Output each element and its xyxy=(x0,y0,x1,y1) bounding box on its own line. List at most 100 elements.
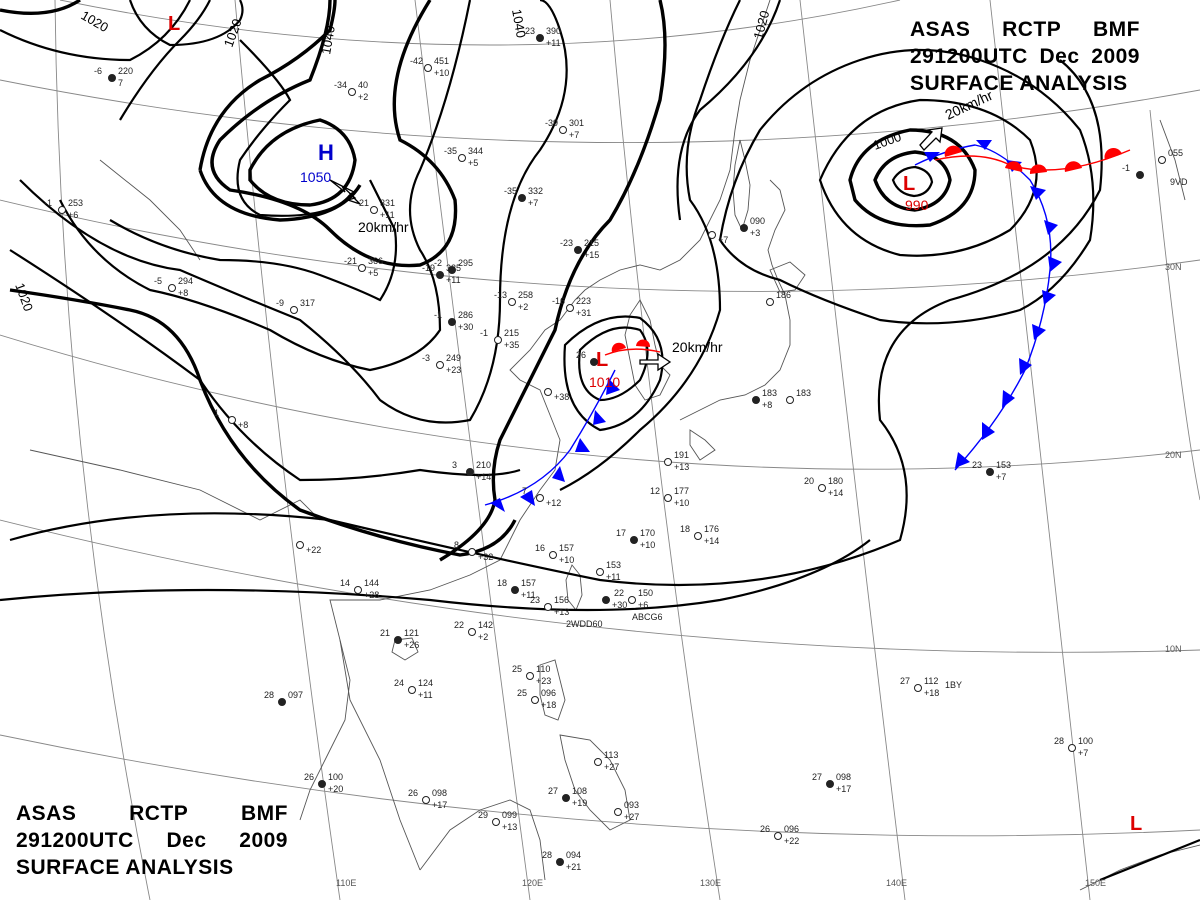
station-tendency: +10 xyxy=(640,540,655,550)
station-pressure: 090 xyxy=(750,216,765,226)
high-center-symbol: H xyxy=(318,140,334,165)
isobar-6 xyxy=(236,39,351,217)
motion-arrows xyxy=(329,127,943,372)
latitude-label: 30N xyxy=(1165,262,1182,272)
station-plot: -35 344 +5 xyxy=(444,146,483,168)
station-plot: 27 108 +19 xyxy=(548,786,587,808)
station-temperature: -3 xyxy=(422,353,430,363)
station-circle xyxy=(468,628,476,636)
station-pressure: 215 xyxy=(584,238,599,248)
station-circle xyxy=(466,468,474,476)
station-plot: -13 258 +2 xyxy=(494,290,533,312)
front-bump xyxy=(1104,147,1122,160)
isobar-10 xyxy=(559,0,741,491)
station-circle xyxy=(348,88,356,96)
front-bump xyxy=(636,339,651,347)
station-circle xyxy=(708,231,716,239)
station-temperature: 7 xyxy=(522,486,527,496)
station-plot: -1 215 +35 xyxy=(480,328,519,350)
isobar-1040-east xyxy=(210,0,458,268)
front-tooth xyxy=(1030,186,1046,200)
station-temperature: 22 xyxy=(454,620,464,630)
station-pressure: 099 xyxy=(502,810,517,820)
station-circle xyxy=(108,74,116,82)
station-circle xyxy=(986,468,994,476)
isobar-label: 1040 xyxy=(318,24,338,55)
station-tendency: +18 xyxy=(541,700,556,710)
station-plot: 29 099 +13 xyxy=(478,810,517,832)
station-tendency: +32 xyxy=(478,552,493,562)
station-plot: 22 142 +2 xyxy=(454,620,493,642)
station-circle xyxy=(628,596,636,604)
title-analysis: SURFACE ANALYSIS xyxy=(16,856,234,879)
station-pressure: 098 xyxy=(432,788,447,798)
station-pressure: 096 xyxy=(784,824,799,834)
parallel-40n xyxy=(0,79,1200,144)
station-pressure: 253 xyxy=(68,198,83,208)
station-circle xyxy=(408,686,416,694)
station-circle xyxy=(511,586,519,594)
station-tendency: +38 xyxy=(554,392,569,402)
station-circle xyxy=(168,284,176,292)
isobar-low-1010-outer xyxy=(563,315,664,432)
station-pressure: 366 xyxy=(368,256,383,266)
station-tendency: +17 xyxy=(432,800,447,810)
front-tooth xyxy=(1019,358,1032,375)
title-line-2: 291200UTC Dec 2009 xyxy=(910,43,1140,70)
station-temperature: 28 xyxy=(264,690,274,700)
isobar-7 xyxy=(119,0,211,121)
station-tendency: +11 xyxy=(418,690,433,700)
station-temperature: -1 xyxy=(434,310,442,320)
station-temperature: -39 xyxy=(545,118,558,128)
front-tooth xyxy=(924,152,940,162)
front-tooth xyxy=(552,466,565,482)
station-tag: 1BY xyxy=(945,680,962,690)
station-temperature: 28 xyxy=(542,850,552,860)
station-circle xyxy=(752,396,760,404)
station-temperature: 24 xyxy=(394,678,404,688)
meridian-110e xyxy=(234,0,341,900)
station-plot: 23 153 +7 xyxy=(972,460,1011,482)
station-circle xyxy=(436,271,444,279)
station-temperature: 23 xyxy=(972,460,982,470)
isobar-15 xyxy=(1099,838,1200,882)
station-circle xyxy=(818,484,826,492)
front-bump xyxy=(611,342,626,352)
station-plot: 21 121 +26 xyxy=(380,628,419,650)
station-plot: 23 156 +13 xyxy=(530,595,569,617)
isobar-1020-west xyxy=(9,288,517,557)
cold-front-east xyxy=(914,144,1052,471)
low-center-symbol: L xyxy=(903,173,915,195)
station-tendency: +11 xyxy=(521,590,536,600)
station-plot: 8 +32 xyxy=(454,540,493,562)
station-temperature: 26 xyxy=(760,824,770,834)
isobar-1020-north xyxy=(0,0,81,15)
station-circle xyxy=(590,358,598,366)
station-tendency: +23 xyxy=(446,365,461,375)
title-time: 291200UTC xyxy=(16,829,134,852)
station-circle xyxy=(602,596,610,604)
longitude-label: 140E xyxy=(886,878,907,888)
station-plot: -16 223 +31 xyxy=(552,296,591,318)
station-pressure: 110 xyxy=(536,664,550,674)
latitude-label: 20N xyxy=(1165,450,1182,460)
station-pressure: 098 xyxy=(836,772,851,782)
title-month: Dec xyxy=(166,829,207,852)
title-line-2: 291200UTC Dec 2009 xyxy=(16,827,288,854)
station-pressure: 112 xyxy=(924,676,938,686)
station-circle xyxy=(422,796,430,804)
station-pressure: 301 xyxy=(569,118,584,128)
station-pressure: 451 xyxy=(434,56,449,66)
station-temperature: 26 xyxy=(408,788,418,798)
station-circle xyxy=(774,832,782,840)
station-plot: 28 097 xyxy=(264,690,303,706)
station-pressure: 096 xyxy=(541,688,556,698)
station-pressure: 176 xyxy=(704,524,719,534)
station-circle xyxy=(354,586,362,594)
meridian-150e xyxy=(989,0,1091,900)
station-pressure: 183 xyxy=(762,388,777,398)
weather-fronts xyxy=(484,140,1131,512)
title-product: BMF xyxy=(1093,18,1140,41)
